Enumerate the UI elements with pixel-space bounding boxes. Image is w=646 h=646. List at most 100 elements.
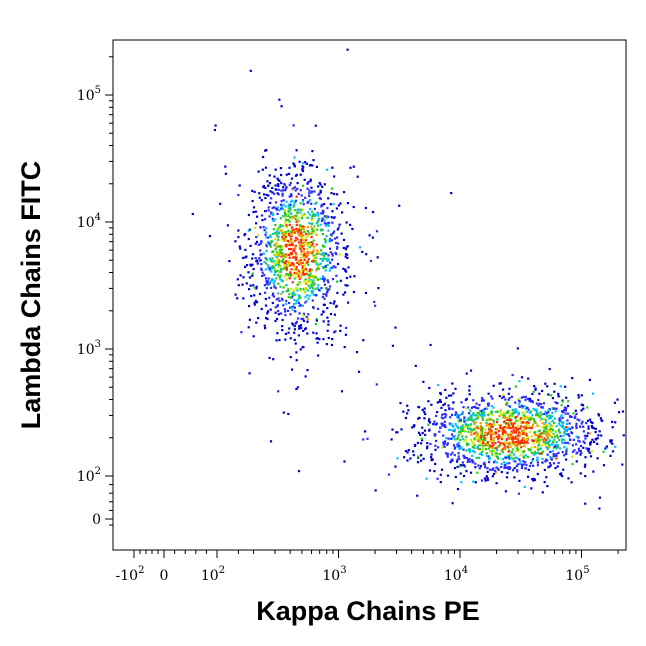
data-point — [321, 233, 324, 236]
data-point — [514, 426, 518, 429]
data-point — [330, 192, 333, 195]
data-point — [308, 213, 311, 216]
data-point — [304, 161, 307, 164]
data-point — [474, 426, 477, 429]
data-point — [309, 272, 312, 275]
data-point — [310, 241, 313, 244]
data-point — [329, 251, 332, 254]
data-point — [499, 443, 502, 446]
data-point — [559, 435, 562, 438]
data-point — [333, 300, 336, 303]
data-point — [502, 442, 505, 445]
data-point — [469, 418, 472, 422]
data-point — [443, 412, 446, 416]
data-point — [266, 312, 269, 315]
data-point — [265, 231, 268, 234]
data-point — [279, 225, 282, 228]
data-point — [541, 406, 544, 409]
data-point — [284, 220, 287, 223]
data-point — [268, 266, 271, 269]
data-point — [310, 186, 313, 189]
data-point — [443, 445, 446, 448]
data-point — [504, 416, 507, 419]
data-point — [518, 458, 521, 461]
y-tick-label: 0 — [92, 512, 101, 528]
data-point — [303, 178, 306, 181]
data-point — [420, 459, 423, 462]
data-point — [458, 441, 461, 444]
data-point — [590, 450, 593, 453]
data-point — [537, 398, 540, 402]
data-point — [462, 438, 465, 441]
data-point — [537, 415, 540, 419]
data-point — [597, 414, 601, 417]
data-point — [317, 288, 320, 292]
data-point — [322, 338, 325, 341]
data-point — [286, 214, 290, 217]
data-point — [313, 190, 316, 193]
data-point — [269, 234, 272, 237]
data-point — [290, 233, 293, 236]
data-point — [317, 307, 320, 310]
data-point — [588, 432, 591, 435]
data-point — [507, 392, 510, 395]
data-point — [561, 438, 564, 441]
data-point — [252, 284, 255, 287]
data-point — [280, 200, 283, 203]
data-point — [319, 223, 322, 226]
data-point — [302, 162, 305, 165]
data-point — [273, 279, 276, 282]
data-point — [528, 399, 531, 402]
data-point — [278, 260, 281, 263]
data-point — [591, 421, 594, 424]
data-point — [579, 449, 582, 452]
data-point — [309, 180, 312, 183]
data-point — [242, 276, 245, 279]
data-point — [471, 461, 474, 464]
data-point — [309, 243, 312, 246]
data-point — [247, 237, 250, 241]
data-point — [561, 416, 564, 419]
data-point — [560, 415, 563, 418]
data-point — [478, 456, 481, 459]
data-point — [532, 479, 535, 482]
data-point — [328, 288, 331, 291]
data-point — [301, 184, 305, 187]
data-point — [553, 454, 556, 457]
data-point — [547, 442, 550, 446]
data-point — [412, 454, 415, 457]
data-point — [258, 292, 262, 296]
data-point — [281, 229, 284, 232]
data-point — [308, 274, 311, 277]
data-point — [507, 450, 510, 453]
data-point — [310, 268, 313, 271]
data-point — [248, 276, 251, 279]
data-point — [284, 205, 287, 208]
data-point — [293, 328, 296, 331]
data-point — [299, 325, 302, 328]
data-point — [338, 223, 341, 226]
data-point — [561, 410, 564, 413]
data-point — [616, 398, 619, 401]
data-point — [278, 275, 281, 278]
data-point — [427, 420, 431, 423]
data-point — [490, 395, 493, 398]
data-point — [533, 385, 536, 388]
data-point — [542, 450, 545, 453]
data-point — [323, 303, 326, 306]
data-point — [430, 403, 433, 406]
data-point — [353, 275, 356, 278]
data-point — [487, 428, 490, 431]
data-point — [539, 403, 543, 406]
data-point — [561, 451, 564, 454]
data-point — [267, 242, 270, 245]
data-point — [257, 170, 260, 173]
data-point — [357, 370, 361, 373]
data-point — [551, 449, 555, 453]
data-point — [551, 411, 554, 414]
data-point — [290, 237, 293, 240]
data-point — [307, 226, 310, 229]
data-point — [516, 441, 519, 444]
data-point — [555, 425, 558, 428]
data-point — [287, 172, 291, 175]
